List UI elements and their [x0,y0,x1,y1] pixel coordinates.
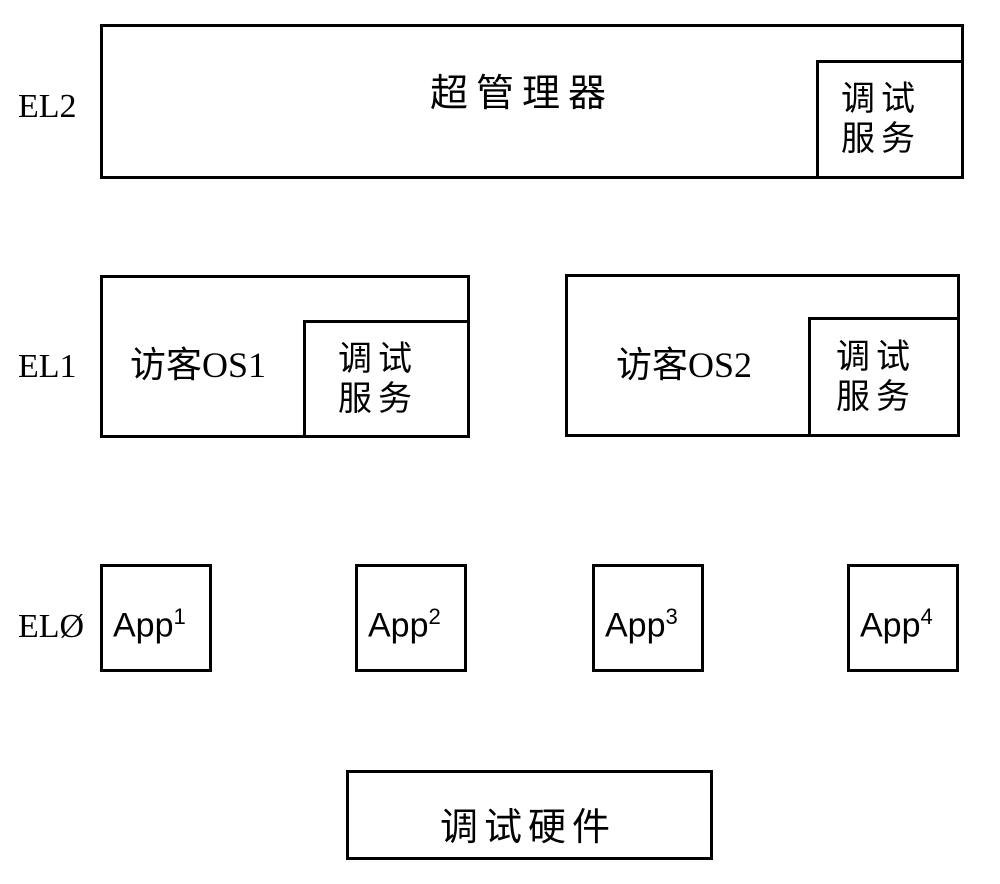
app2-label: App2 [368,604,441,645]
debug-hardware-text: 调试硬件 [440,796,616,851]
guest-os2-title: 访客OS2 [616,336,752,388]
app1-label: App1 [113,604,186,645]
row-label-el1: EL1 [18,348,77,386]
guest-os2-debug-text: 调试 服务 [836,338,916,418]
row-label-el2: EL2 [18,88,77,126]
guest-os1-title: 访客OS1 [130,336,266,388]
guest-os1-debug-text: 调试 服务 [338,340,418,420]
app4-label: App4 [860,604,933,645]
row-label-el0: ELØ [18,608,84,646]
hypervisor-debug-text: 调试 服务 [841,80,921,160]
diagram-canvas: EL2 EL1 ELØ 超管理器 调试 服务 访客OS1 调试 服务 访客OS2… [0,0,1000,884]
hypervisor-title: 超管理器 [430,62,614,117]
app3-label: App3 [605,604,678,645]
